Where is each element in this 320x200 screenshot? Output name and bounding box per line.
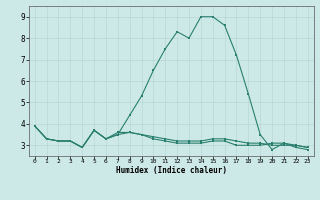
X-axis label: Humidex (Indice chaleur): Humidex (Indice chaleur)	[116, 166, 227, 175]
